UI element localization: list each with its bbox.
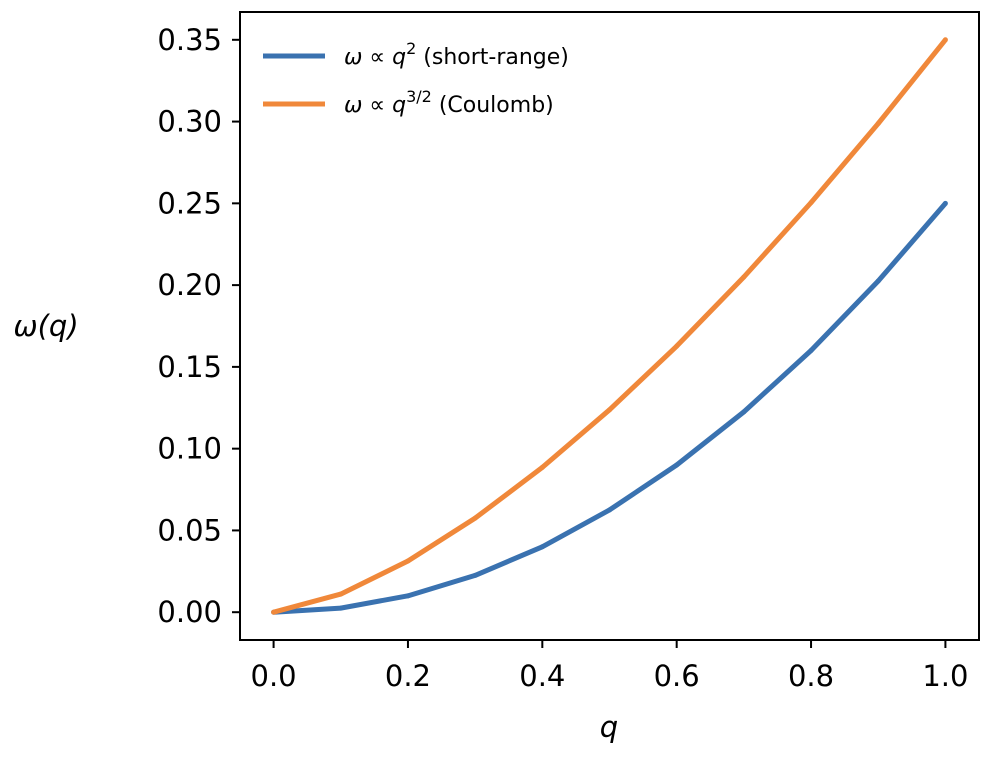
x-axis-ticks: 0.0 0.2 0.4 0.6 0.8 1.0	[251, 640, 968, 693]
data-point-coulomb	[942, 37, 948, 43]
legend-label-short-range: ω ∝ q2 (short-range)	[344, 39, 569, 70]
legend-label-coulomb-sup: 3/2	[406, 87, 432, 106]
data-point-short-range	[808, 348, 814, 354]
series-line-coulomb	[272, 38, 948, 615]
y-tick-label: 0.15	[157, 350, 222, 384]
data-point-short-range	[875, 278, 881, 284]
data-point-coulomb	[472, 515, 478, 521]
y-tick-label: 0.05	[157, 513, 222, 547]
data-point-short-range	[607, 507, 612, 513]
legend-label-short-range-sup: 2	[406, 39, 416, 58]
y-tick-label: 0.00	[157, 595, 222, 629]
data-point-coulomb	[875, 121, 881, 127]
legend-label-short-range-suffix: (short-range)	[416, 45, 569, 70]
x-tick-label: 0.6	[654, 659, 700, 693]
data-point-coulomb	[338, 591, 344, 597]
legend-label-short-range-prefix: ω ∝ q	[344, 45, 406, 70]
y-tick-label: 0.30	[157, 105, 222, 139]
x-tick-label: 0.4	[519, 659, 565, 693]
data-point-short-range	[338, 605, 344, 611]
data-point-short-range	[674, 462, 680, 468]
x-tick-label: 1.0	[922, 659, 968, 693]
x-axis-label: q	[600, 710, 618, 744]
x-tick-label: 0.2	[385, 659, 431, 693]
legend-label-coulomb-suffix: (Coulomb)	[432, 93, 554, 118]
y-tick-label: 0.10	[157, 432, 222, 466]
y-axis-ticks: 0.00 0.05 0.10 0.15 0.20 0.25 0.30 0.35	[157, 23, 240, 629]
data-point-coulomb	[808, 200, 814, 206]
x-tick-label: 0.0	[251, 659, 297, 693]
data-point-short-range	[741, 409, 747, 415]
y-tick-label: 0.35	[157, 23, 222, 57]
data-point-coulomb	[405, 558, 411, 564]
data-point-short-range	[472, 572, 478, 578]
y-tick-label: 0.20	[157, 268, 222, 302]
data-point-short-range	[539, 544, 545, 550]
plot-frame	[239, 11, 980, 641]
y-tick-label: 0.25	[157, 186, 222, 220]
data-point-coulomb	[607, 407, 612, 413]
legend-label-coulomb: ω ∝ q3/2 (Coulomb)	[344, 87, 554, 118]
data-point-coulomb	[674, 343, 680, 349]
legend-label-coulomb-prefix: ω ∝ q	[344, 93, 406, 118]
legend: ω ∝ q2 (short-range) ω ∝ q3/2 (Coulomb)	[263, 39, 569, 118]
data-point-coulomb	[741, 274, 747, 280]
data-point-short-range	[405, 593, 411, 599]
data-point-coulomb	[539, 464, 545, 470]
x-tick-label: 0.8	[788, 659, 834, 693]
data-point-coulomb	[271, 609, 277, 615]
data-point-short-range	[942, 200, 948, 206]
series-layer	[271, 37, 948, 615]
y-axis-label: ω(q)	[13, 309, 78, 343]
